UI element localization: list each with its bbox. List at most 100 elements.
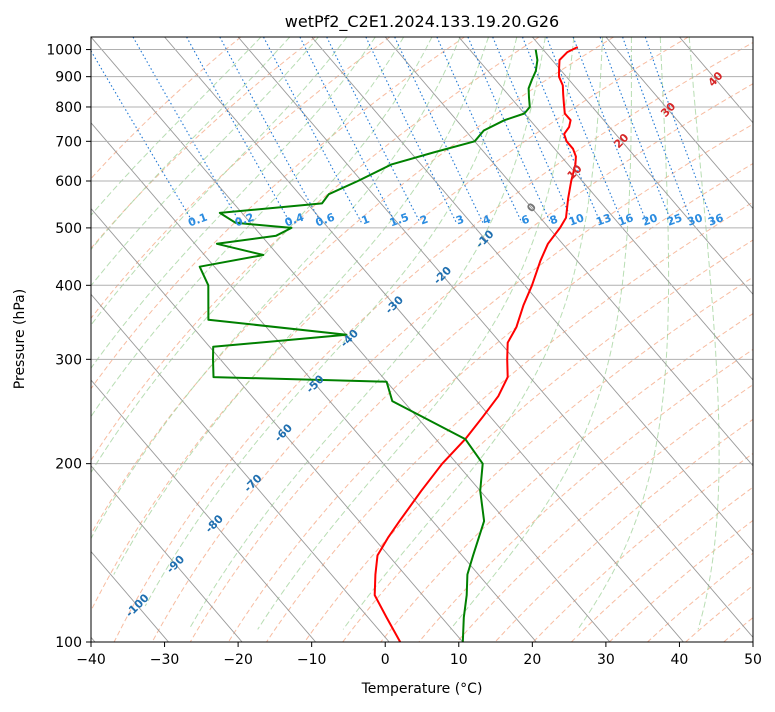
isotherm-label: 20: [611, 131, 631, 151]
x-tick-label: 30: [597, 652, 615, 668]
isotherm-label: -20: [431, 264, 454, 287]
isotherm-line: [385, 37, 775, 642]
dry-adiabat-line: [343, 37, 775, 642]
y-tick-label: 900: [55, 70, 82, 86]
moist-adiabat-line: [689, 37, 719, 629]
x-tick-label: 10: [450, 652, 468, 668]
moist-adiabat-line: [87, 37, 461, 546]
mixing-ratio-label: 25: [665, 211, 684, 228]
dry-adiabat-line: [648, 37, 775, 642]
dry-adiabat-line: [457, 37, 775, 642]
dry-adiabat-line: [0, 37, 241, 642]
dry-adiabat-line: [190, 37, 775, 642]
moist-adiabat-line: [0, 37, 261, 396]
chart-title: wetPf2_C2E1.2024.133.19.20.G26: [285, 12, 559, 32]
mixing-ratio-label: 10: [567, 211, 586, 229]
mixing-ratio-line: [300, 37, 396, 223]
dry-adiabat-line: [38, 37, 614, 642]
y-tick-label: 800: [55, 100, 82, 116]
x-tick-label: −10: [297, 652, 327, 668]
background-lines: [0, 37, 775, 642]
x-tick-label: −40: [76, 652, 106, 668]
dry-adiabat-line: [724, 37, 775, 642]
x-tick-label: −30: [150, 652, 180, 668]
dry-adiabat-line: [571, 37, 775, 642]
mixing-ratio-line: [83, 37, 194, 223]
mixing-ratio-line: [547, 37, 623, 223]
y-tick-label: 100: [55, 635, 82, 651]
isotherm-line: [0, 37, 463, 642]
mixing-ratio-label: 0.2: [233, 211, 256, 230]
isotherm-label: -80: [203, 512, 226, 535]
isotherm-label: 30: [658, 100, 678, 120]
isotherm-line: [753, 37, 775, 642]
y-tick-label: 400: [55, 278, 82, 294]
mixing-ratio-label: 16: [616, 211, 635, 229]
x-tick-label: −20: [223, 652, 253, 668]
dry-adiabat-line: [305, 37, 775, 642]
mixing-ratio-line: [600, 37, 672, 223]
moist-adiabat-line: [343, 37, 602, 629]
mixing-ratio-label: 1.5: [388, 211, 411, 230]
isotherm-label: -70: [241, 471, 264, 494]
temperature-profile-line: [375, 47, 578, 642]
mixing-ratio-line: [395, 37, 483, 223]
dry-adiabat-line: [76, 37, 688, 642]
isotherm-label: -100: [123, 591, 152, 620]
isotherm-line: [165, 37, 684, 642]
isotherm-line: [312, 37, 775, 642]
dry-adiabat-line: [381, 37, 775, 642]
dry-adiabat-line: [686, 37, 775, 642]
mixing-ratio-label: 6: [520, 212, 532, 227]
line-labels: -100-90-80-70-60-50-40-30-20-10010203040…: [123, 69, 726, 620]
y-axis-label: Pressure (hPa): [12, 289, 28, 389]
isotherm-line: [459, 37, 775, 642]
dry-adiabat-line: [228, 37, 775, 642]
pressure-gridlines: [91, 50, 753, 642]
mixing-ratio-label: 8: [548, 213, 560, 228]
moist-adiabat-line: [67, 37, 432, 513]
isotherm-line: [17, 37, 536, 642]
isotherm-label: -30: [383, 293, 406, 316]
mixing-ratio-line: [187, 37, 291, 223]
isotherm-label: -60: [272, 421, 295, 444]
mixing-ratio-label: 0.1: [186, 211, 209, 230]
mixing-ratio-line: [623, 37, 693, 223]
mixing-ratio-label: 1: [360, 213, 372, 228]
dewpoint-profile-line: [200, 50, 538, 642]
y-tick-label: 600: [55, 174, 82, 190]
isotherm-label: -40: [338, 327, 361, 350]
dry-adiabat-line: [114, 37, 763, 642]
y-tick-label: 1000: [46, 43, 82, 59]
dry-adiabat-line: [762, 37, 775, 642]
isotherm-label: 10: [565, 162, 585, 182]
mixing-ratio-label: 4: [481, 212, 493, 227]
y-tick-label: 300: [55, 352, 82, 368]
isotherm-label: -90: [164, 553, 187, 576]
mixing-ratio-line: [366, 37, 457, 223]
isotherm-label: -10: [473, 227, 496, 250]
isotherm-line: [0, 37, 389, 642]
moist-adiabat-line: [578, 37, 669, 629]
isotherm-label: 40: [706, 69, 726, 89]
isotherm-line: [679, 37, 775, 642]
mixing-ratio-label: 2: [418, 213, 430, 228]
mixing-ratio-label: 20: [641, 211, 660, 229]
mixing-ratio-line: [133, 37, 240, 223]
x-axis-label: Temperature (°C): [361, 681, 483, 697]
isotherm-line: [0, 37, 242, 642]
x-tick-label: 50: [744, 652, 762, 668]
plot-frame: [91, 37, 753, 642]
mixing-ratio-label: 0.6: [314, 210, 337, 229]
y-tick-label: 500: [55, 221, 82, 237]
y-tick-label: 200: [55, 457, 82, 473]
isotherm-label: -50: [304, 372, 327, 395]
moist-adiabat-line: [145, 37, 517, 606]
isotherm-line: [238, 37, 757, 642]
x-tick-label: 40: [671, 652, 689, 668]
dry-adiabat-line: [0, 37, 390, 642]
y-tick-label: 700: [55, 134, 82, 150]
mixing-ratio-line: [220, 37, 321, 223]
